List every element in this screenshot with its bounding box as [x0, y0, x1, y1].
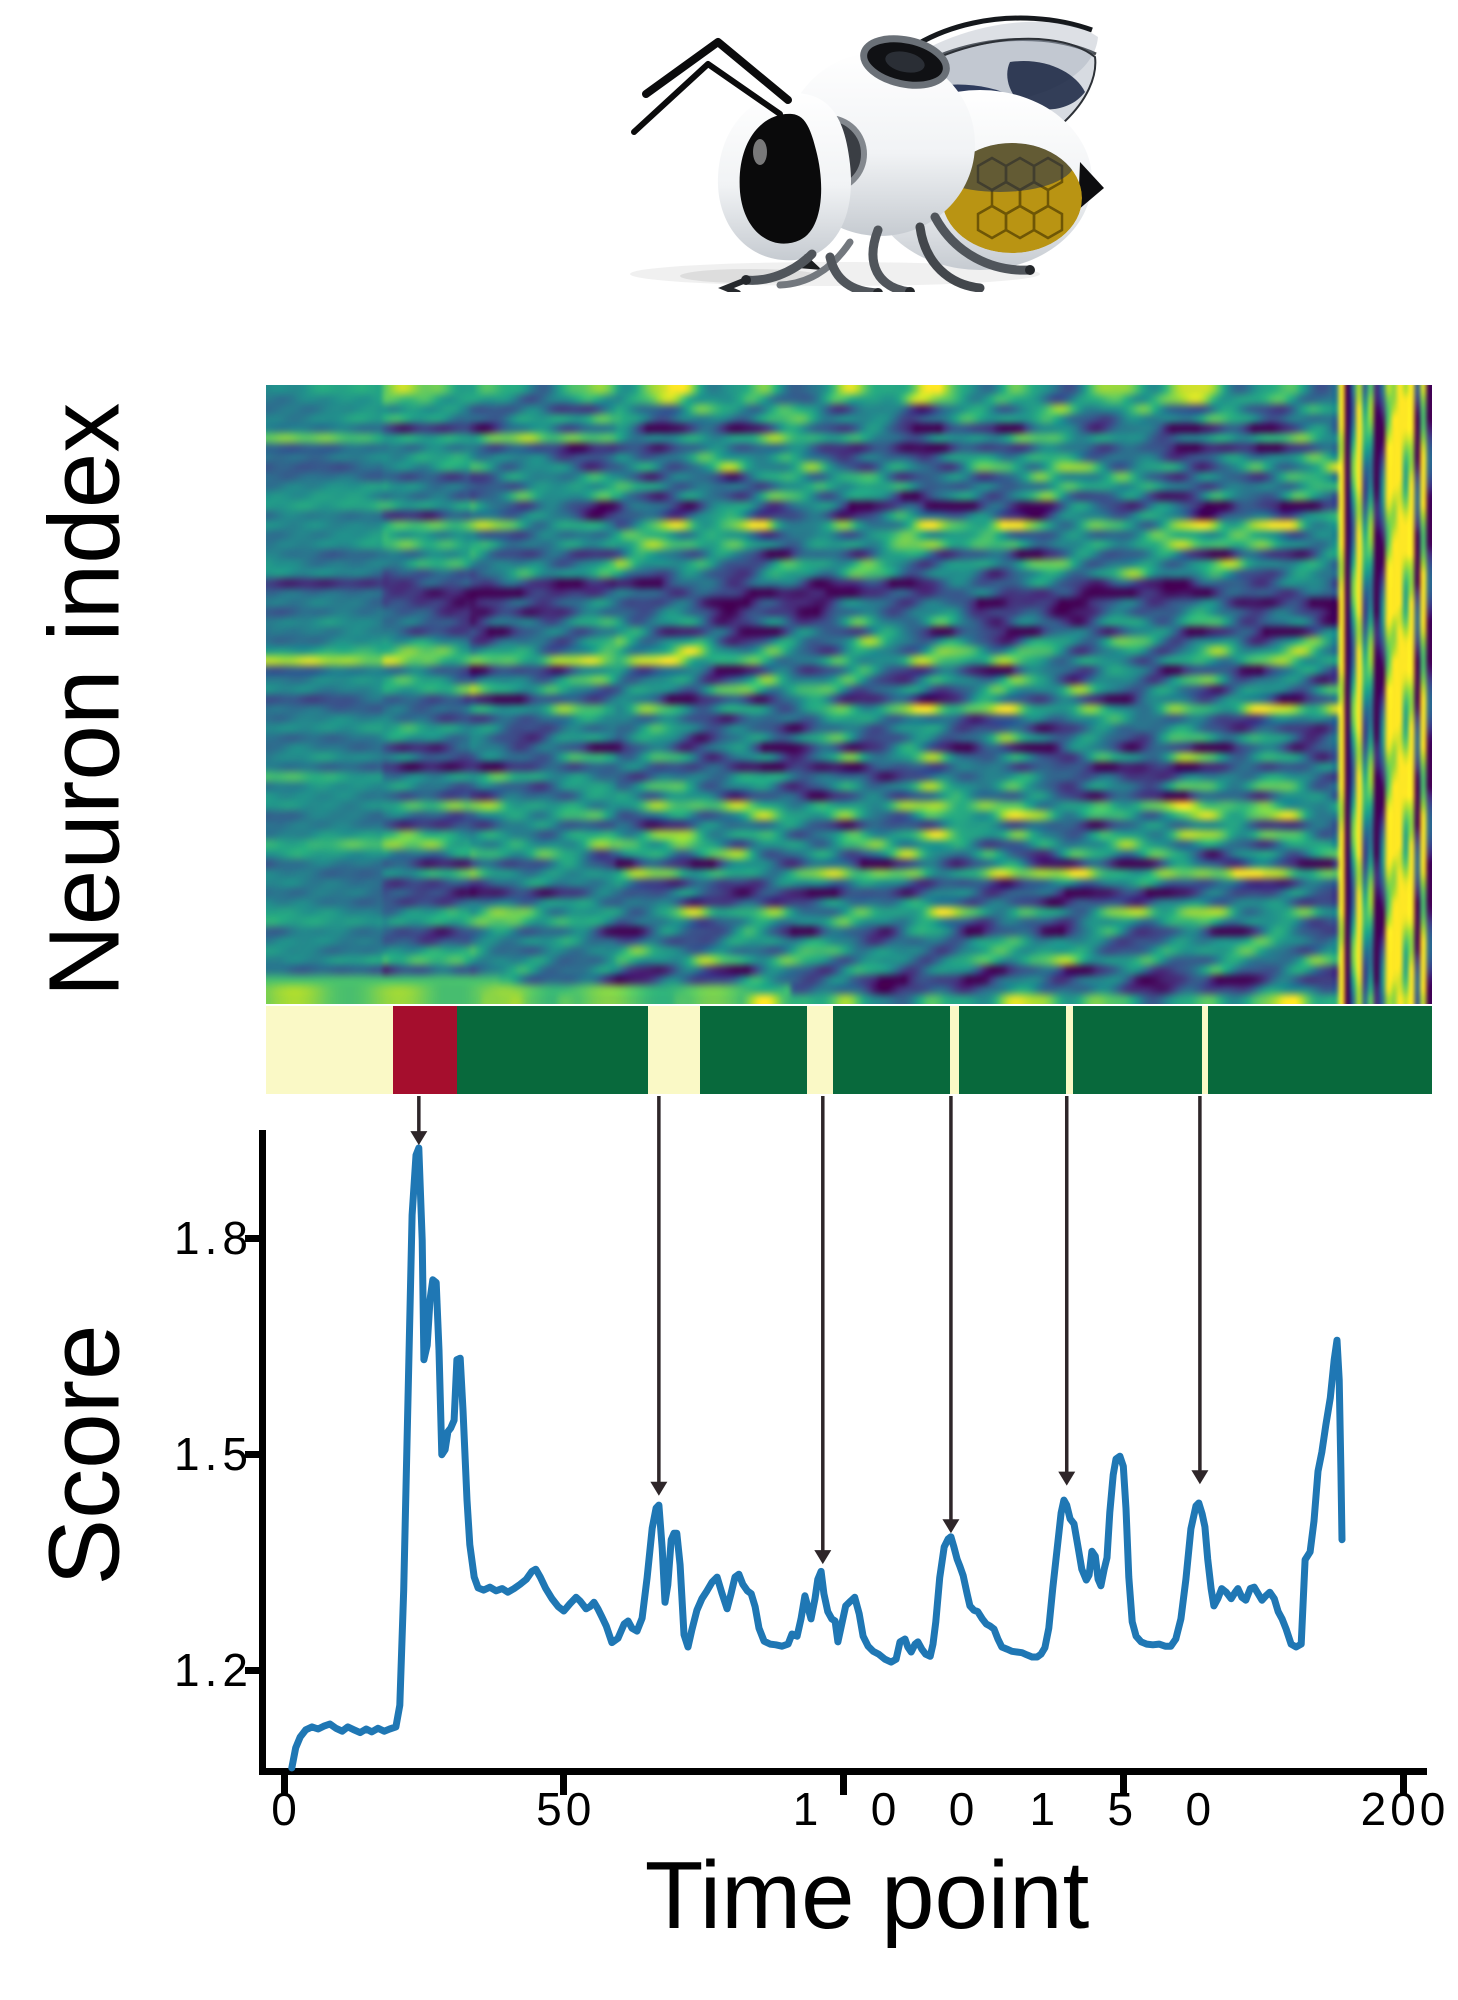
x-tick-mark — [1119, 1775, 1127, 1795]
strip-segment-cream — [1065, 1006, 1073, 1094]
strip-segment-green — [1208, 1006, 1432, 1094]
score-line — [288, 1144, 1346, 1772]
bee-tail-tip — [1078, 162, 1104, 210]
wing-navy-patch2 — [1007, 61, 1085, 110]
strip-segment-green — [699, 1006, 808, 1094]
strip-segment-cream — [648, 1006, 700, 1094]
x-tick-label-digit: 1 — [792, 1783, 819, 1835]
x-tick-label-digit: 0 — [948, 1783, 975, 1835]
annotation-arrow — [1191, 1096, 1209, 1485]
x-tick-label-digit: 1 — [1029, 1783, 1056, 1835]
strip-segment-cream — [266, 1006, 394, 1094]
x-tick-mark — [560, 1775, 568, 1795]
x-tick-mark — [840, 1775, 847, 1795]
line-chart-x-axis-label: Time point — [644, 1842, 1090, 1949]
x-tick-label: 200 — [1360, 1783, 1450, 1835]
strip-segment-green — [457, 1006, 649, 1094]
x-tick-label-digit: 0 — [1185, 1783, 1212, 1835]
annotation-arrow — [650, 1096, 668, 1496]
strip-segment-cream — [807, 1006, 833, 1094]
bee-legs — [718, 212, 1035, 292]
x-tick-label: 50 — [536, 1783, 596, 1835]
y-tick-mark — [245, 1234, 259, 1242]
annotation-arrow — [410, 1096, 428, 1146]
strip-segment-cream — [1202, 1006, 1209, 1094]
antenna2-icon — [631, 61, 783, 135]
x-axis-line — [259, 1768, 1427, 1775]
annotation-arrow — [814, 1096, 832, 1565]
robot-bee-image — [630, 15, 1104, 292]
y-tick-mark — [245, 1450, 259, 1458]
y-tick-label: 1.5 — [174, 1428, 253, 1480]
thorax-camera-icon — [860, 35, 950, 89]
x-tick-mark — [1399, 1775, 1407, 1795]
y-tick-label: 1.2 — [174, 1644, 253, 1696]
annotation-arrow — [942, 1096, 960, 1534]
antenna-icon — [642, 38, 792, 104]
eye-highlight — [753, 139, 767, 165]
y-axis-line — [259, 1130, 266, 1775]
x-tick-label: 0 — [271, 1783, 301, 1835]
x-tick-mark — [280, 1775, 288, 1795]
x-tick-label-digit: 5 — [1107, 1783, 1134, 1835]
y-tick-label: 1.8 — [174, 1212, 253, 1264]
x-tick-label-digit: 0 — [870, 1783, 897, 1835]
condition-strip — [266, 1006, 1432, 1094]
bee-eye — [739, 113, 822, 244]
strip-segment-cream — [950, 1006, 959, 1094]
strip-segment-green — [958, 1006, 1066, 1094]
strip-segment-green — [832, 1006, 951, 1094]
y-tick-mark — [245, 1666, 259, 1674]
strip-segment-green — [1072, 1006, 1203, 1094]
annotation-arrow — [1058, 1096, 1076, 1486]
neuron-activity-heatmap — [266, 385, 1432, 1004]
strip-segment-crimson — [393, 1006, 458, 1094]
